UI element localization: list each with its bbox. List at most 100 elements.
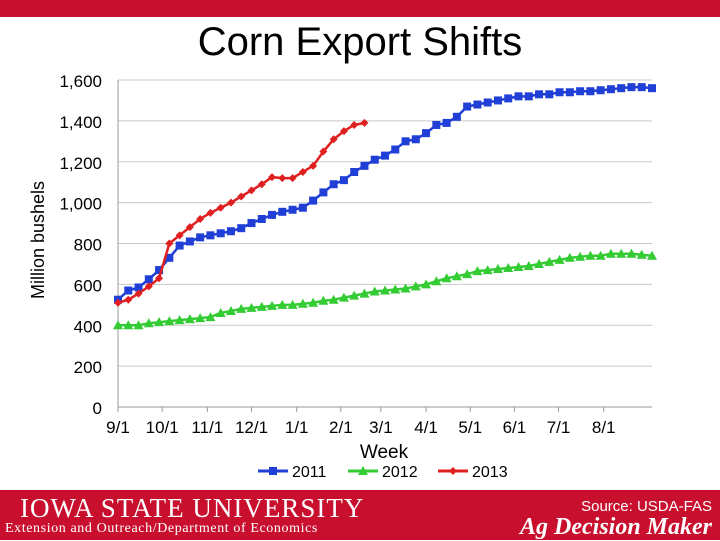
data-point-2012: [123, 320, 134, 330]
data-point-2012: [564, 252, 575, 262]
data-point-2011: [206, 231, 215, 240]
data-point-2011: [524, 92, 533, 101]
brand-logo-text: Ag Decision Maker: [520, 514, 712, 540]
data-point-2011: [309, 196, 318, 205]
data-point-2012: [503, 263, 514, 273]
data-point-2011: [257, 214, 266, 223]
data-point-2012: [143, 318, 154, 328]
data-point-2012: [544, 256, 555, 266]
y-tick-label: 1,000: [59, 195, 102, 214]
data-point-2011: [175, 241, 184, 250]
data-point-2012: [164, 316, 175, 326]
slide-title: Corn Export Shifts: [197, 20, 523, 64]
data-point-2011: [319, 188, 328, 197]
data-point-2011: [339, 176, 348, 185]
data-point-2012: [113, 320, 123, 330]
top-accent-bar: [0, 0, 720, 17]
data-point-2012: [369, 286, 380, 296]
data-point-2012: [308, 297, 319, 307]
data-point-2011: [155, 266, 164, 275]
data-point-2011: [504, 94, 513, 103]
data-point-2013: [134, 289, 143, 298]
data-point-2011: [555, 88, 564, 97]
data-point-2011: [298, 203, 307, 212]
data-point-2012: [184, 314, 195, 324]
data-point-2011: [196, 233, 205, 242]
source-note: Source: USDA-FAS: [581, 498, 712, 515]
data-point-2011: [535, 90, 544, 99]
footer-bar: [0, 490, 720, 540]
data-point-2012: [451, 271, 462, 281]
data-point-2013: [196, 214, 205, 223]
data-point-2012: [534, 258, 545, 268]
data-point-2012: [277, 299, 288, 309]
data-point-2011: [432, 120, 441, 129]
y-tick-label: 600: [74, 276, 102, 295]
data-point-2012: [297, 298, 308, 308]
data-point-2011: [370, 155, 379, 164]
data-point-legend-2013: [449, 467, 457, 475]
data-point-2011: [565, 88, 574, 97]
data-point-2011: [442, 118, 451, 127]
data-point-2012: [585, 250, 596, 260]
y-tick-label: 400: [74, 317, 102, 336]
data-point-2013: [350, 120, 359, 129]
data-point-2012: [605, 248, 616, 258]
data-point-2012: [492, 264, 503, 274]
data-point-2011: [545, 90, 554, 99]
data-point-2012: [287, 299, 298, 309]
data-point-2013: [124, 295, 133, 304]
data-point-2011: [247, 219, 256, 228]
data-point-2013: [268, 173, 277, 182]
data-point-2012: [380, 285, 390, 295]
x-tick-label: 5/1: [458, 418, 482, 437]
data-point-2012: [205, 312, 216, 322]
data-point-2013: [339, 127, 348, 136]
x-tick-label: 4/1: [414, 418, 438, 437]
data-point-2011: [391, 145, 400, 154]
y-tick-label: 0: [93, 399, 102, 418]
data-point-2011: [329, 180, 338, 189]
data-point-2012: [328, 294, 339, 304]
data-point-2013: [237, 192, 246, 201]
data-point-2012: [174, 315, 185, 325]
y-tick-label: 1,200: [59, 154, 102, 173]
y-tick-label: 1,600: [59, 72, 102, 91]
data-point-2013: [226, 198, 235, 207]
data-point-2012: [554, 254, 565, 264]
data-point-2012: [256, 301, 267, 311]
data-point-2011: [185, 237, 194, 246]
data-point-2012: [338, 292, 349, 302]
data-point-2012: [390, 284, 401, 294]
data-point-2012: [195, 313, 206, 323]
line-chart: 0 200 400 600 800 1,000 1,200 1,400 1,600 9/1 10/1…: [28, 72, 657, 481]
data-point-2011: [401, 137, 410, 146]
data-point-2013: [298, 167, 307, 176]
legend-label-2013: 2013: [472, 464, 508, 481]
data-point-2013: [309, 161, 318, 170]
data-point-2013: [247, 186, 256, 195]
data-point-2012: [318, 295, 329, 305]
x-tick-label: 7/1: [547, 418, 571, 437]
data-point-2013: [360, 118, 369, 127]
x-tick-label: 12/1: [235, 418, 268, 437]
y-tick-label: 1,400: [59, 113, 102, 132]
data-point-legend-2012: [358, 466, 368, 475]
data-point-2012: [421, 279, 432, 289]
data-point-2011: [483, 98, 492, 107]
data-point-2012: [616, 248, 627, 258]
y-tick-label: 200: [74, 358, 102, 377]
series-line-2011: [117, 85, 653, 301]
x-tick-label: 8/1: [592, 418, 616, 437]
data-point-2011: [268, 210, 277, 219]
data-point-2011: [627, 83, 636, 92]
data-point-2012: [133, 320, 144, 330]
data-point-2011: [463, 102, 472, 111]
x-tick-label: 9/1: [106, 418, 130, 437]
legend-label-2012: 2012: [382, 464, 418, 481]
data-point-2011: [617, 84, 626, 93]
data-point-2011: [576, 87, 585, 96]
data-point-2012: [482, 265, 493, 275]
x-tick-label: 10/1: [146, 418, 179, 437]
data-point-2012: [472, 266, 483, 276]
